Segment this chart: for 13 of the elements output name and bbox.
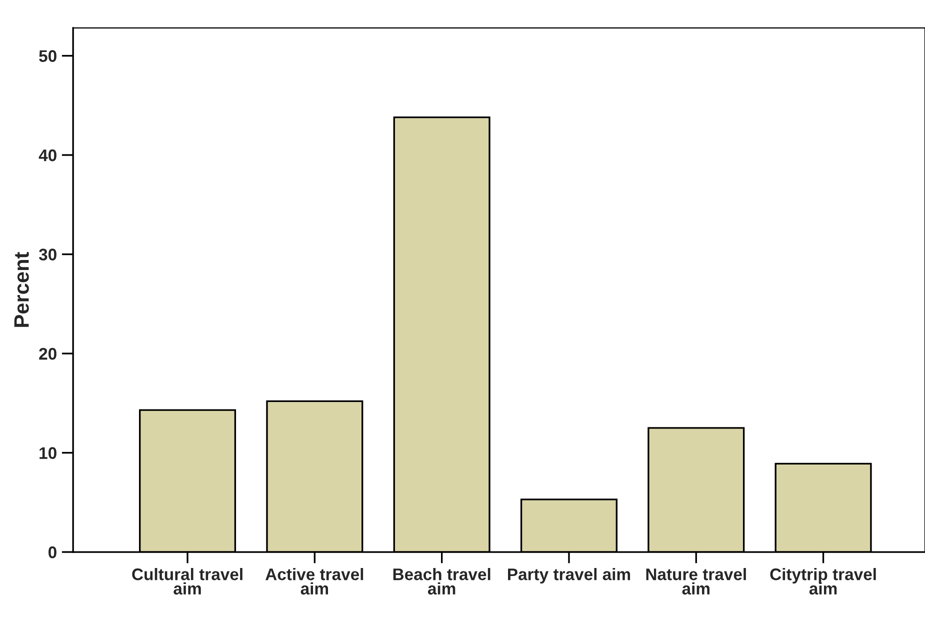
y-tick-label: 10 (40, 447, 56, 459)
y-tick-label: 50 (39, 50, 56, 62)
x-tick-label: Party travel aim (508, 568, 630, 584)
y-tick-label: 20 (39, 348, 56, 360)
x-tick-label: Cultural travel aim (132, 568, 242, 595)
y-tick-label: 30 (38, 248, 56, 261)
y-axis-title: Percent (14, 252, 29, 327)
x-tick-label: Nature travel aim (646, 568, 746, 595)
y-tick-label: 0 (48, 546, 56, 558)
x-tick-label: Beach travel aim (393, 568, 490, 595)
x-tick-label: Citytrip travel aim (770, 568, 876, 595)
x-tick-label: Active travel aim (266, 568, 364, 595)
y-tick-label: 40 (38, 149, 56, 162)
